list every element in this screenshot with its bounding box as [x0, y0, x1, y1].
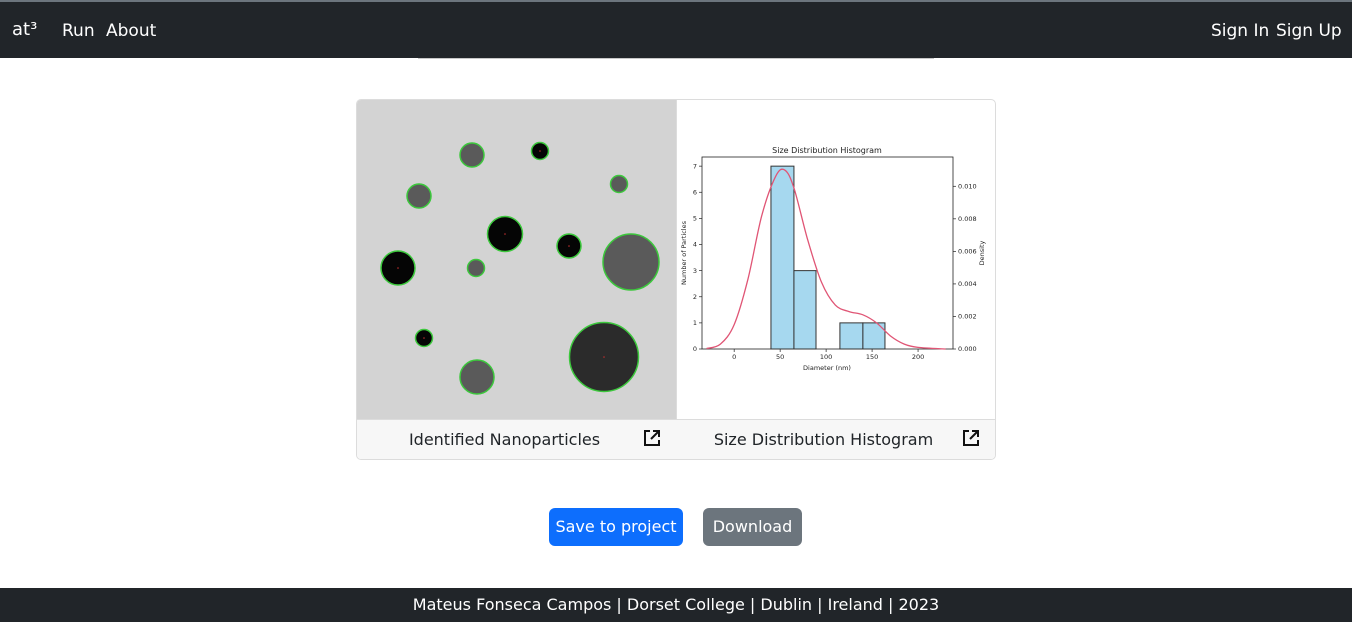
brand-logo[interactable]: at³	[12, 19, 38, 40]
x-tick-label: 200	[912, 353, 924, 361]
top-navbar: at³ Run About Sign In Sign Up	[0, 0, 1352, 58]
x-tick-label: 0	[732, 353, 736, 361]
y-tick-label: 0	[693, 345, 697, 353]
x-tick-label: 150	[866, 353, 878, 361]
y-tick-label: 6	[693, 188, 697, 196]
histogram-caption: Size Distribution Histogram	[713, 430, 934, 449]
y2-tick-label: 0.002	[958, 313, 977, 321]
x-axis-label: Diameter (nm)	[803, 364, 851, 372]
nanoparticles-caption: Identified Nanoparticles	[408, 430, 601, 449]
y2-axis-label: Density	[978, 240, 986, 265]
y-tick-label: 2	[693, 293, 697, 301]
save-to-project-button[interactable]: Save to project	[549, 508, 683, 546]
y-axis-label: Number of Particles	[680, 220, 688, 285]
results-card: Identified Nanoparticles Size Distributi…	[356, 99, 996, 460]
x-tick-label: 50	[776, 353, 784, 361]
y2-tick-label: 0.006	[958, 248, 977, 256]
y-tick-label: 5	[693, 215, 697, 223]
nanoparticles-image	[357, 100, 676, 419]
y2-tick-label: 0.008	[958, 215, 977, 223]
histogram-bar	[862, 322, 886, 350]
y2-tick-label: 0.010	[958, 182, 977, 190]
chart-title: Size Distribution Histogram	[772, 146, 882, 155]
y-tick-label: 1	[693, 319, 697, 327]
plot-frame	[701, 156, 954, 350]
open-external-icon[interactable]	[642, 428, 662, 448]
y2-tick-label: 0.000	[958, 345, 977, 353]
sign-in-link[interactable]: Sign In	[1211, 21, 1270, 41]
nav-link-run[interactable]: Run	[62, 21, 95, 41]
download-button[interactable]: Download	[703, 508, 802, 546]
histogram-footer: Size Distribution Histogram	[676, 419, 995, 459]
y-tick-label: 3	[693, 267, 697, 275]
open-external-icon[interactable]	[961, 428, 981, 448]
nav-link-about[interactable]: About	[106, 21, 157, 41]
y2-tick-label: 0.004	[958, 280, 977, 288]
histogram-panel: Size Distribution Histogram Diameter (nm…	[676, 100, 995, 459]
divider	[418, 58, 934, 59]
kde-curve	[706, 168, 946, 350]
histogram-bar	[839, 322, 864, 350]
nanoparticles-footer: Identified Nanoparticles	[357, 419, 676, 459]
histogram-bar	[770, 165, 795, 350]
histogram-chart: Size Distribution Histogram Diameter (nm…	[680, 146, 986, 372]
nanoparticles-panel: Identified Nanoparticles	[357, 100, 677, 459]
page-footer: Mateus Fonseca Campos | Dorset College |…	[0, 588, 1352, 622]
y-tick-label: 4	[693, 241, 697, 249]
sign-up-link[interactable]: Sign Up	[1276, 21, 1342, 41]
y-tick-label: 7	[693, 162, 697, 170]
histogram-bar	[793, 270, 817, 350]
x-tick-label: 100	[820, 353, 832, 361]
